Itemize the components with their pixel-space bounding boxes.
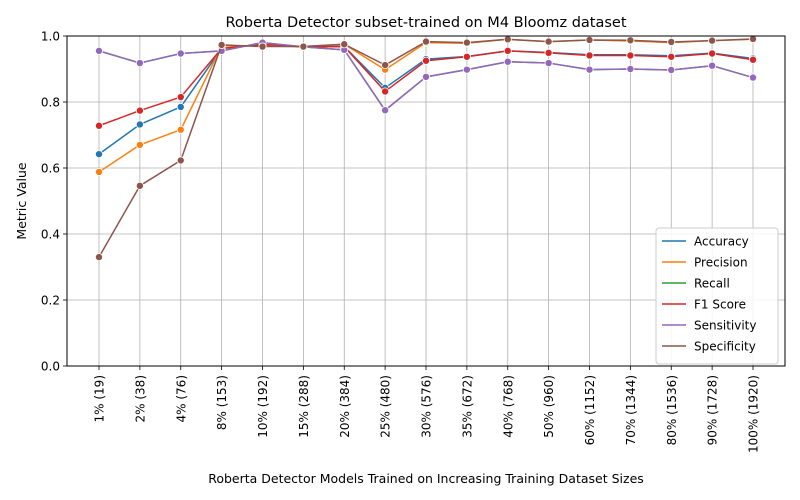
x-tick-label: 8% (153) (215, 375, 229, 430)
data-point (503, 46, 512, 55)
data-point (462, 52, 471, 61)
data-point (585, 35, 594, 44)
data-point (176, 102, 185, 111)
data-point (749, 55, 758, 64)
legend: Accuracy Precision Recall F1 Score Sensitivi… (655, 227, 779, 365)
y-tick-label: 0.8 (41, 96, 60, 110)
data-point (626, 51, 635, 60)
data-point (667, 65, 676, 74)
x-tick-label: 1% (19) (93, 375, 107, 422)
data-point (626, 65, 635, 74)
x-axis-ticks: 1% (19) 2% (38) 4% (76) 8% (153) 10% (192) 15… (93, 366, 761, 453)
x-tick-label: 10% (192) (256, 375, 270, 438)
data-point (585, 51, 594, 60)
chart-title: Roberta Detector subset-trained on M4 Bl… (225, 15, 626, 31)
data-point (503, 57, 512, 66)
data-point (135, 120, 144, 129)
data-point (95, 121, 104, 130)
data-point (95, 46, 104, 55)
data-point (749, 34, 758, 43)
data-point (462, 38, 471, 47)
series-specificity (95, 34, 758, 262)
legend-entry: Precision (694, 256, 748, 270)
data-point (381, 87, 390, 96)
x-axis-label: Roberta Detector Models Trained on Incre… (208, 471, 644, 486)
y-tick-label: 1.0 (41, 30, 60, 44)
x-tick-label: 70% (1344) (624, 375, 638, 445)
x-tick-label: 25% (480) (379, 375, 393, 438)
data-point (585, 65, 594, 74)
y-tick-label: 0.6 (41, 162, 60, 176)
legend-entry: Sensitivity (694, 319, 756, 333)
legend-entry: Recall (694, 277, 730, 291)
data-point (95, 253, 104, 262)
x-tick-label: 4% (76) (174, 375, 188, 422)
data-point (749, 73, 758, 82)
x-tick-label: 15% (288) (297, 375, 311, 438)
data-point (135, 181, 144, 190)
data-point (708, 61, 717, 70)
data-point (299, 42, 308, 51)
data-point (667, 37, 676, 46)
data-point (176, 125, 185, 134)
data-point (421, 56, 430, 65)
x-tick-label: 100% (1920) (747, 375, 761, 453)
data-point (462, 65, 471, 74)
data-point (503, 35, 512, 44)
data-point (340, 40, 349, 49)
data-point (708, 49, 717, 58)
data-point (176, 49, 185, 58)
data-point (135, 140, 144, 149)
data-point (135, 106, 144, 115)
data-point (258, 42, 267, 51)
data-point (95, 167, 104, 176)
x-tick-label: 40% (768) (501, 375, 515, 438)
x-tick-label: 30% (576) (420, 375, 434, 438)
y-axis-ticks: 0.0 0.2 0.4 0.6 0.8 1.0 (41, 30, 67, 374)
y-tick-label: 0.0 (41, 360, 60, 374)
y-axis-label: Metric Value (14, 162, 29, 239)
x-tick-label: 90% (1728) (706, 375, 720, 445)
data-point (381, 106, 390, 115)
y-tick-label: 0.4 (41, 228, 60, 242)
data-point (544, 37, 553, 46)
series-layer (95, 34, 758, 262)
y-tick-label: 0.2 (41, 294, 60, 308)
data-point (421, 37, 430, 46)
data-point (667, 52, 676, 61)
data-point (626, 36, 635, 45)
x-tick-label: 50% (960) (542, 375, 556, 438)
x-tick-label: 2% (38) (133, 375, 147, 422)
legend-entry: Accuracy (694, 235, 749, 249)
data-point (544, 59, 553, 68)
data-point (544, 48, 553, 57)
data-point (176, 156, 185, 165)
data-point (217, 40, 226, 49)
data-point (135, 59, 144, 68)
x-tick-label: 80% (1536) (665, 375, 679, 445)
data-point (95, 150, 104, 159)
x-tick-label: 35% (672) (460, 375, 474, 438)
legend-entry: F1 Score (694, 298, 746, 312)
x-tick-label: 60% (1152) (583, 375, 597, 445)
data-point (708, 36, 717, 45)
data-point (381, 61, 390, 70)
x-tick-label: 20% (384) (338, 375, 352, 438)
data-point (421, 72, 430, 81)
data-point (176, 93, 185, 102)
legend-box (655, 227, 779, 365)
legend-entry: Specificity (694, 340, 756, 354)
